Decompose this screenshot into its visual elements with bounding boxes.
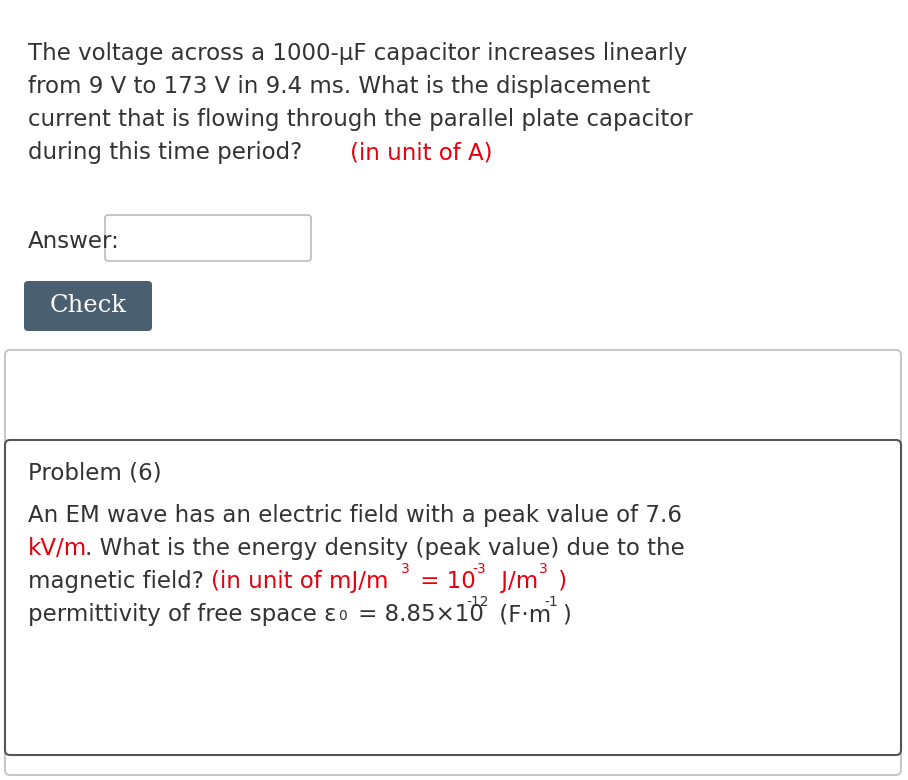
Text: Check: Check (50, 295, 126, 317)
Text: = 8.85×10: = 8.85×10 (351, 603, 484, 626)
Text: -1: -1 (544, 595, 558, 609)
Text: magnetic field?: magnetic field? (28, 570, 212, 593)
FancyBboxPatch shape (24, 281, 152, 331)
FancyBboxPatch shape (5, 350, 901, 775)
Text: J/m: J/m (494, 570, 538, 593)
Text: Answer:: Answer: (28, 230, 120, 253)
Text: (F·m: (F·m (492, 603, 551, 626)
Text: 3: 3 (401, 562, 410, 576)
Text: from 9 V to 173 V in 9.4 ms. What is the displacement: from 9 V to 173 V in 9.4 ms. What is the… (28, 75, 650, 98)
Text: current that is flowing through the parallel plate capacitor: current that is flowing through the para… (28, 108, 693, 131)
Text: ): ) (562, 603, 571, 626)
Text: -12: -12 (466, 595, 489, 609)
Text: 0: 0 (338, 609, 347, 623)
FancyBboxPatch shape (105, 215, 311, 261)
Text: (in unit of A): (in unit of A) (350, 141, 492, 164)
Text: . What is the energy density (peak value) due to the: . What is the energy density (peak value… (85, 537, 685, 560)
Text: Problem (6): Problem (6) (28, 462, 162, 485)
Text: = 10: = 10 (413, 570, 476, 593)
Text: permittivity of free space ε: permittivity of free space ε (28, 603, 337, 626)
Text: 3: 3 (539, 562, 548, 576)
Text: (in unit of mJ/m: (in unit of mJ/m (211, 570, 389, 593)
Text: ): ) (551, 570, 568, 593)
Text: The voltage across a 1000-μF capacitor increases linearly: The voltage across a 1000-μF capacitor i… (28, 42, 687, 65)
Text: -3: -3 (472, 562, 486, 576)
FancyBboxPatch shape (5, 440, 901, 755)
Text: kV/m: kV/m (28, 537, 87, 560)
Text: An EM wave has an electric field with a peak value of 7.6: An EM wave has an electric field with a … (28, 504, 682, 527)
Text: during this time period?: during this time period? (28, 141, 310, 164)
